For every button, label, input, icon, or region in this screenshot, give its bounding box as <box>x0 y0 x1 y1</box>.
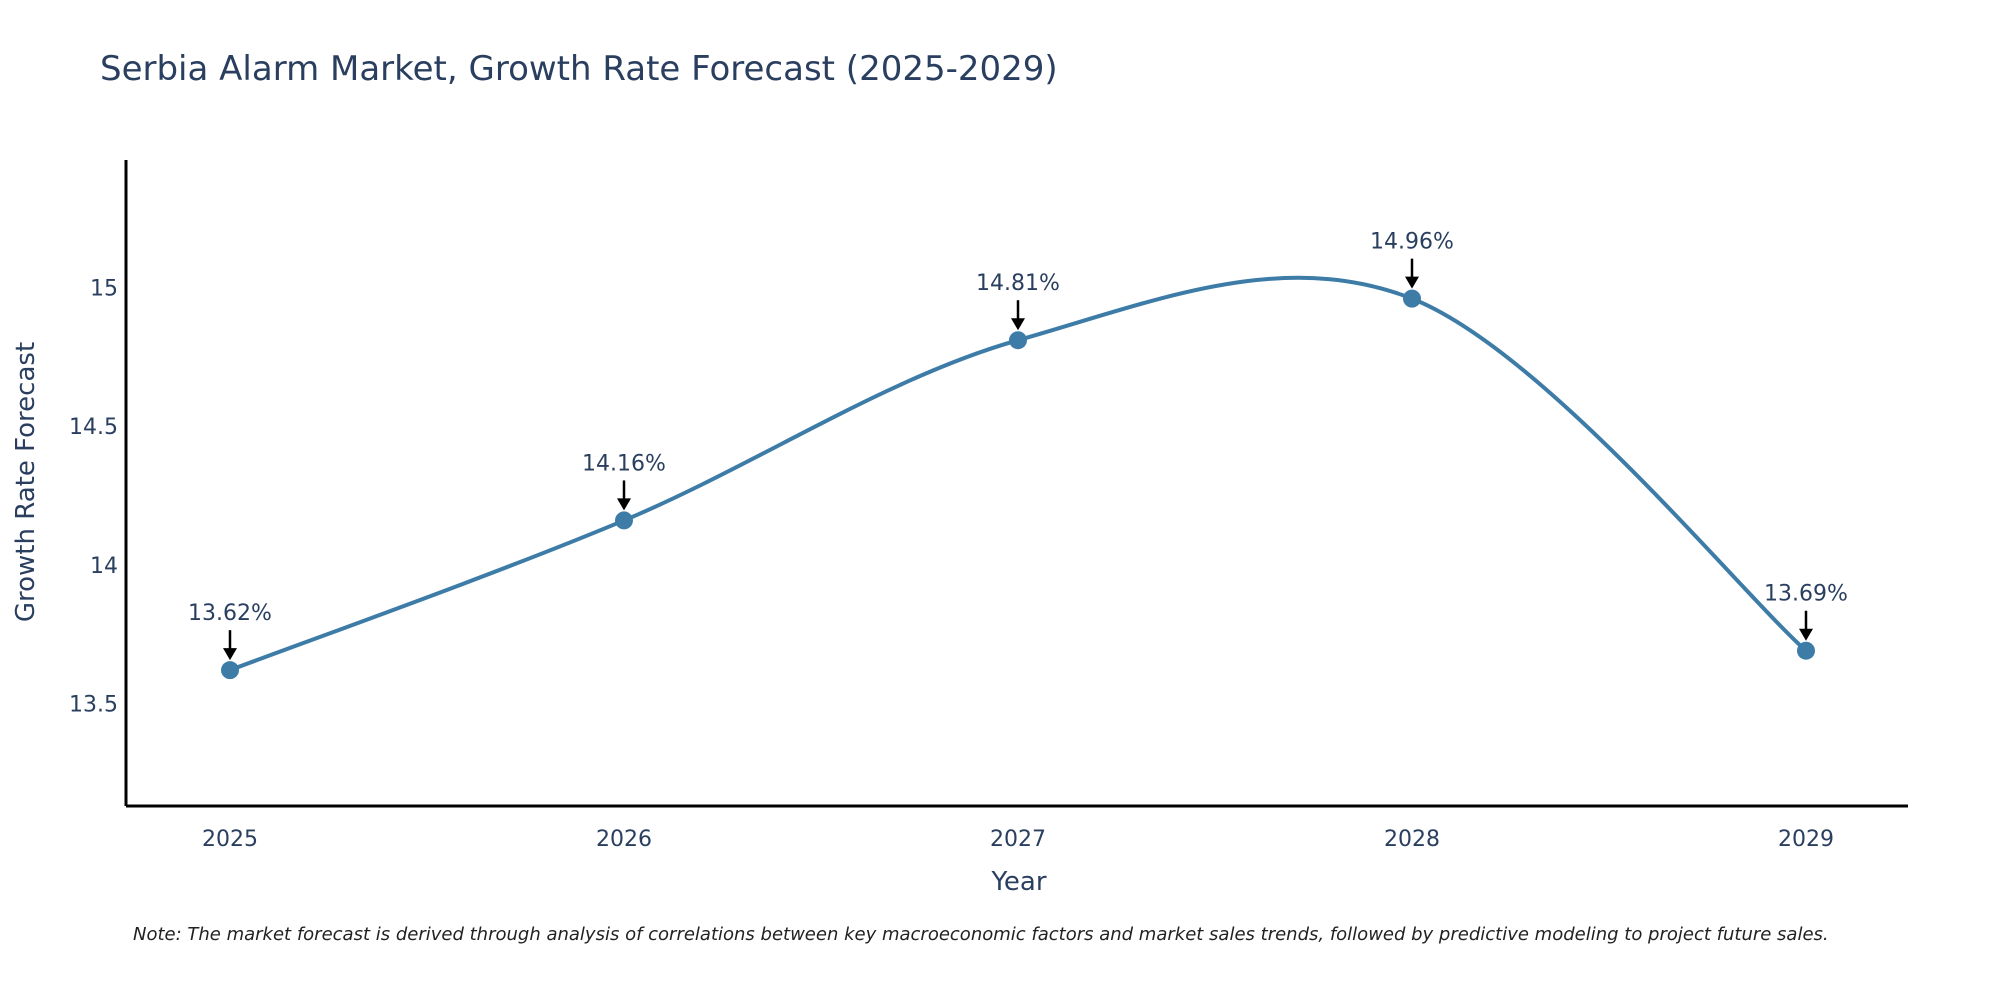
y-tick-label: 14.5 <box>69 415 118 440</box>
x-tick-label: 2026 <box>596 827 652 852</box>
data-label: 13.62% <box>188 601 272 626</box>
data-point <box>615 511 633 530</box>
chart-title: Serbia Alarm Market, Growth Rate Forecas… <box>100 49 1058 89</box>
x-tick-label: 2029 <box>1778 827 1834 852</box>
x-tick-label: 2025 <box>202 827 258 852</box>
y-axis-title: Growth Rate Forecast <box>11 342 41 622</box>
y-tick-label: 14 <box>90 554 118 579</box>
x-tick-label: 2028 <box>1384 827 1440 852</box>
annotation-arrowhead <box>1799 628 1813 641</box>
data-point <box>1009 331 1027 350</box>
annotation-arrowhead <box>1405 276 1419 289</box>
x-axis-title: Year <box>990 867 1046 897</box>
annotation-arrowhead <box>617 498 631 511</box>
y-axis-ticks: 13.5 14 14.5 15 <box>69 277 118 718</box>
series-line <box>229 275 1808 673</box>
data-label: 14.96% <box>1370 230 1454 255</box>
annotation-arrowhead <box>1011 318 1025 331</box>
y-tick-label: 13.5 <box>69 692 118 717</box>
footnote: Note: The market forecast is derived thr… <box>133 924 1829 945</box>
data-label: 14.81% <box>976 271 1060 296</box>
y-tick-label: 15 <box>90 277 118 302</box>
data-annotations: 13.62% 14.16% 14.81% 14.96% 13.69% <box>188 230 1848 661</box>
x-tick-label: 2027 <box>990 827 1046 852</box>
annotation-arrowhead <box>223 648 237 661</box>
x-axis-ticks: 2025 2026 2027 2028 2029 <box>202 827 1834 852</box>
data-point <box>221 661 239 680</box>
data-markers <box>221 289 1815 680</box>
data-label: 13.69% <box>1764 582 1848 607</box>
data-point <box>1403 289 1421 308</box>
data-label: 14.16% <box>582 451 666 476</box>
data-point <box>1797 641 1815 660</box>
